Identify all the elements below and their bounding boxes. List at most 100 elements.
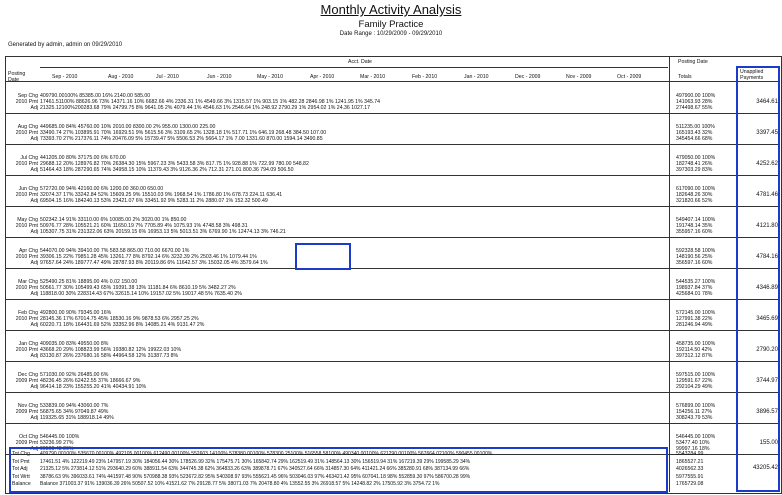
unapplied-value: 3465.69 xyxy=(756,316,778,322)
adjustment-row: 97657.64 24% 189777.47 49% 28787.93 8% 2… xyxy=(40,260,268,266)
payment-row: 56875.65 34% 97049.87 49% xyxy=(40,409,109,415)
generated-by: Generated by admin, admin on 09/29/2010 xyxy=(8,42,123,48)
charge-row: 409035.00 83% 49550.00 8% xyxy=(40,341,109,347)
adjustment-row: 105307.75 31% 231322.06 63% 20159.15 6% … xyxy=(40,229,286,235)
group-label: Adj xyxy=(30,446,39,452)
group-label: 2010 Pmt xyxy=(15,254,38,260)
unapplied-total: 43205.42 xyxy=(752,465,778,471)
unapplied-value: 4252.62 xyxy=(756,161,778,167)
group-label: Mar Chg xyxy=(18,279,38,285)
payment-row: 29688.12 20% 128976.82 70% 26384.30 15% … xyxy=(40,161,309,167)
group-label: Adj xyxy=(30,229,39,235)
totals-column-value: 5543284.99 xyxy=(676,451,704,457)
group-label: 2009 Pmt xyxy=(15,378,38,384)
charge-row: 409790.00100% 85385.00 16% 2140.00 585.0… xyxy=(40,93,151,99)
unapplied-value: 4346.89 xyxy=(756,285,778,291)
group-divider xyxy=(6,206,779,207)
total-adjustment: 355957.16 60% xyxy=(676,229,713,235)
payment-row: 33490.74 27% 103895.91 70% 16929.51 9% 5… xyxy=(40,130,327,136)
payment-row: 17461.51100% 88626.96 73% 14371.16 10% 6… xyxy=(40,99,380,105)
total-adjustment: 425684.01 78% xyxy=(676,291,713,297)
group-label: 2009 Pmt xyxy=(15,440,38,446)
month-header: Oct - 2009 xyxy=(617,74,642,80)
group-label: Oct Chg xyxy=(18,434,38,440)
total-adjustment: 99997.16 18% xyxy=(676,446,710,452)
month-header: Dec - 2009 xyxy=(515,74,541,80)
unapplied-highlight-box xyxy=(736,66,780,492)
group-label: 2010 Pmt xyxy=(15,316,38,322)
group-divider xyxy=(6,299,779,300)
adjustment-row: 73393.70 27% 217376.11 74% 20476.09 5% 1… xyxy=(40,136,323,142)
total-charge: 617090.00 100% xyxy=(676,186,716,192)
adjustment-row: 96414.18 23% 155255.20 41% 40434.91 10% xyxy=(40,384,147,390)
adjustment-row: 83130.87 26% 237680.16 58% 44964.58 12% … xyxy=(40,353,179,359)
adjustment-row: 69504.15 16% 184240.13 53% 23421.07 6% 3… xyxy=(40,198,268,204)
charge-row: 533839.00 94% 43060.00 7% xyxy=(40,403,109,409)
totals-row: 21325.12 5% 273814.12 51% 293640.29 60% … xyxy=(40,466,470,473)
unapplied-value: 3397.45 xyxy=(756,130,778,136)
adjustment-row: 99569.48 26% xyxy=(40,446,74,452)
total-charge: 592328.58 100% xyxy=(676,248,716,254)
total-charge: 572145.00 100% xyxy=(676,310,716,316)
total-adjustment: 397303.29 83% xyxy=(676,167,713,173)
group-label: 2010 Pmt xyxy=(15,347,38,353)
group-label: Adj xyxy=(30,384,39,390)
group-label: Adj xyxy=(30,167,39,173)
total-payment: 154256.11 27% xyxy=(676,409,712,415)
total-adjustment: 308243.79 53% xyxy=(676,415,713,421)
total-payment: 141063.93 28% xyxy=(676,99,713,105)
totals-row: Balance 371003.37 91% 139036.39 26% 5050… xyxy=(40,481,440,488)
total-payment: 198937.84 37% xyxy=(676,285,713,291)
charge-row: 546445.00 100% xyxy=(40,434,80,440)
unapplied-header: Unapplied Payments xyxy=(740,69,764,81)
payment-row: 53236.99 27% xyxy=(40,440,74,446)
total-payment: 148190.56 25% xyxy=(676,254,713,260)
payment-row: 39306.15 22% 79851.28 45% 13261.77 8% 87… xyxy=(40,254,257,260)
report-title: Monthly Activity Analysis xyxy=(320,2,462,17)
month-header: Jul - 2010 xyxy=(156,74,179,80)
totals-label: Tot Pmt xyxy=(12,458,30,465)
total-adjustment: 292104.29 49% xyxy=(676,384,713,390)
totals-label: Tot Adj xyxy=(12,466,28,473)
group-label: Adj xyxy=(30,322,39,328)
totals-row: 38786.63 9% 396033.61 74% 441597.48 90% … xyxy=(40,473,471,480)
acct-date-header: Acct. Date xyxy=(348,59,372,65)
group-divider xyxy=(6,237,779,238)
total-adjustment: 281246.94 49% xyxy=(676,322,713,328)
total-payment: 129591.67 22% xyxy=(676,378,713,384)
group-divider xyxy=(6,330,779,331)
charge-row: 441205.00 80% 37175.00 6% 670.00 xyxy=(40,155,126,161)
total-charge: 511235.00 100% xyxy=(676,124,715,130)
month-header: Feb - 2010 xyxy=(412,74,438,80)
totals-column-value: 4026562.33 xyxy=(676,466,704,473)
total-adjustment: 274498.67 55% xyxy=(676,105,713,111)
total-payment: 127991.38 22% xyxy=(676,316,713,322)
group-label: Dec Chg xyxy=(17,372,38,378)
group-label: May Chg xyxy=(17,217,38,223)
total-adjustment: 397312.12 87% xyxy=(676,353,713,359)
group-label: Feb Chg xyxy=(18,310,38,316)
group-label: 2010 Pmt xyxy=(15,192,38,198)
payment-row: 50561.77 30% 105499.43 65% 19391.38 13% … xyxy=(40,285,236,291)
group-label: 2010 Pmt xyxy=(15,99,38,105)
total-payment: 182648.26 30% xyxy=(676,192,713,198)
totals-header: Totals xyxy=(678,74,692,80)
total-adjustment: 321820.66 52% xyxy=(676,198,713,204)
report-table-frame xyxy=(5,56,782,494)
payment-row: 32074.37 17% 33242.84 52% 15609.25 9% 15… xyxy=(40,192,283,198)
group-label: Jan Chg xyxy=(18,341,38,347)
totals-divider xyxy=(669,56,670,492)
date-range: Date Range : 10/29/2009 - 09/29/2010 xyxy=(339,31,443,37)
charge-row: 544070.00 94% 39410.00 7% 583.58 865.00 … xyxy=(40,248,190,254)
totals-column-value: 5977555.91 xyxy=(676,473,704,480)
charge-row: 492800.00 90% 79345.00 16% xyxy=(40,310,112,316)
adjustment-row: 21325.12100%200283.68 79% 24799.75 8% 96… xyxy=(40,105,370,111)
unapplied-value: 4781.46 xyxy=(756,192,778,198)
payment-row: 43668.20 29% 108823.99 56% 19380.82 12% … xyxy=(40,347,182,353)
group-label: Adj xyxy=(30,105,39,111)
group-label: 2009 Pmt xyxy=(15,409,38,415)
total-charge: 544535.27 100% xyxy=(676,279,716,285)
total-charge: 576899.00 100% xyxy=(676,403,716,409)
total-charge: 458735.00 100% xyxy=(676,341,716,347)
month-header: Mar - 2010 xyxy=(360,74,386,80)
